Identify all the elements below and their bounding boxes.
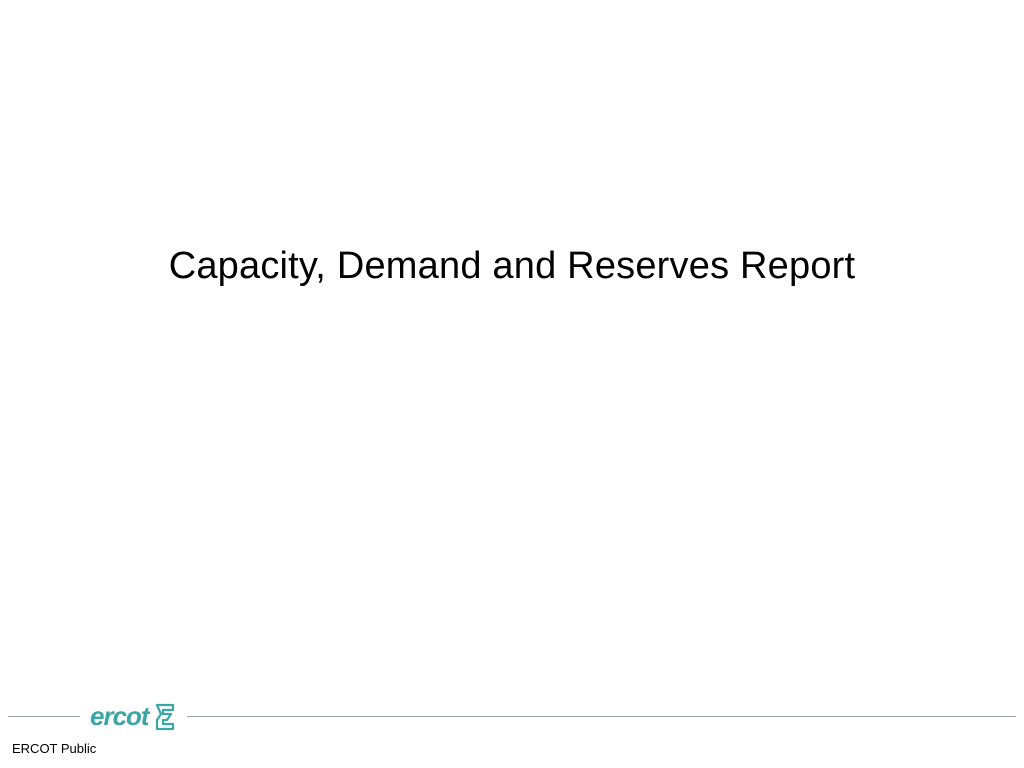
divider-right [187,716,1016,717]
ercot-logo-mark-icon [153,703,177,731]
classification-label: ERCOT Public [12,741,96,756]
ercot-logo-text: ercot [90,701,149,732]
ercot-logo: ercot [80,701,187,732]
divider-left [8,716,80,717]
slide: Capacity, Demand and Reserves Report erc… [0,0,1024,768]
footer: ercot [0,701,1024,732]
footer-divider-row: ercot [0,701,1024,732]
slide-title: Capacity, Demand and Reserves Report [0,245,1024,288]
